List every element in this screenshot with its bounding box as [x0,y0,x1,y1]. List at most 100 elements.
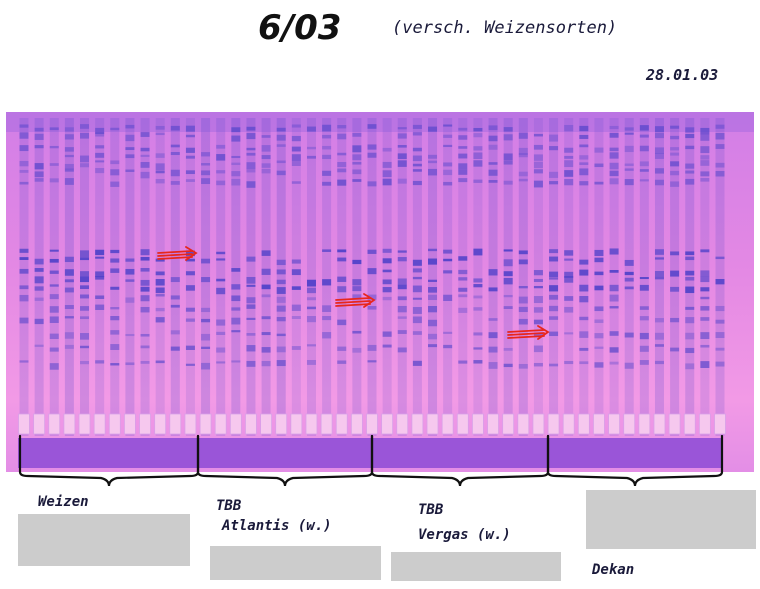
gel-lane [564,118,574,436]
gel-well [441,413,454,435]
gel-lane [80,118,90,436]
gel-lane [367,118,377,436]
gel-lane [216,118,226,436]
gel-well [653,413,666,435]
gel-well [638,413,651,435]
gel-well [78,413,91,435]
gel-well [547,413,560,435]
gel-lane [49,118,59,436]
group-label-vergas: Vergas (w.) [418,527,511,543]
well-group [18,413,726,435]
gel-well [426,413,439,435]
gel-well [245,413,257,435]
gel-well [668,413,681,435]
gel-lane [715,118,725,436]
gel-well [18,413,30,435]
gel-lane [639,118,649,436]
gel-well [229,413,242,435]
gel-lane [185,118,195,436]
gel-lane [322,118,332,436]
gel-well [381,413,394,435]
gel-well [532,413,545,435]
gel-lane [533,118,543,436]
annotation-arrow [157,246,198,261]
gel-well [411,413,424,435]
redaction-box [210,546,381,580]
gel-lane [579,118,589,436]
gel-well [169,413,182,435]
gel-lane [488,118,498,436]
gel-lane [624,118,634,436]
gel-well [93,413,106,435]
group-label-dekan: Dekan [592,562,635,578]
group-label-tbb-atlantis: TBB [216,498,242,514]
gel-well [456,413,469,435]
group-bracket [370,434,550,487]
gel-lane [503,118,513,436]
gel-lane [337,118,347,436]
group-label-tbb-vergas: TBB [418,502,444,518]
gel-well [320,413,333,435]
gel-well [608,413,620,435]
gel-well [290,413,303,435]
gel-lane [64,118,74,436]
gel-well [366,413,378,435]
gel-lane [95,118,105,436]
gel-well [260,413,272,435]
gel-well [275,413,288,435]
gel-lane [670,118,680,436]
gel-well [48,413,61,435]
gel-well [396,413,409,435]
redaction-box [586,490,756,549]
gel-well [623,413,636,435]
gel-lane [125,118,135,436]
gel-lane [261,118,271,436]
group-bracket [546,434,724,487]
gel-lane [352,118,362,436]
gel-lane [549,118,559,436]
gel-lane [443,118,453,436]
gel-well [199,413,212,435]
group-bracket [196,434,374,487]
gel-lane [110,118,120,436]
gel-well [487,413,499,435]
gel-well [562,413,575,435]
gel-lane [34,118,44,436]
well-strip [18,438,722,468]
annotation-arrow [507,325,550,340]
lane-group [19,118,725,436]
gel-background [6,112,754,472]
electrophoresis-gel [6,112,754,487]
gel-lane [231,118,241,436]
gel-well [577,413,590,435]
gel-well [502,413,515,435]
gel-lane [155,118,165,436]
gel-well [63,413,76,435]
gel-lane [306,118,316,436]
gel-well [698,413,711,435]
gel-lane [276,118,286,436]
group-brackets [18,434,724,487]
group-label-atlantis: Atlantis (w.) [222,518,332,534]
gel-title: 6/03 [258,8,342,48]
gel-well [350,413,363,435]
gel-well [139,413,151,435]
group-bracket [18,434,200,487]
gel-well [593,413,605,435]
gel-lane [700,118,710,436]
gel-lane [246,118,256,436]
gel-well [154,413,167,435]
gel-well [108,413,121,435]
gel-lane [140,118,150,436]
redaction-box [391,552,561,581]
gel-lane [594,118,604,436]
gel-lane [170,118,180,436]
gel-lane [685,118,695,436]
gel-subtitle: (versch. Weizensorten) [392,18,618,38]
gel-lane [382,118,392,436]
gel-well [683,413,696,435]
annotation-arrows [157,246,550,340]
gel-lane [458,118,468,436]
gel-lane [518,118,528,436]
gel-well [184,413,197,435]
